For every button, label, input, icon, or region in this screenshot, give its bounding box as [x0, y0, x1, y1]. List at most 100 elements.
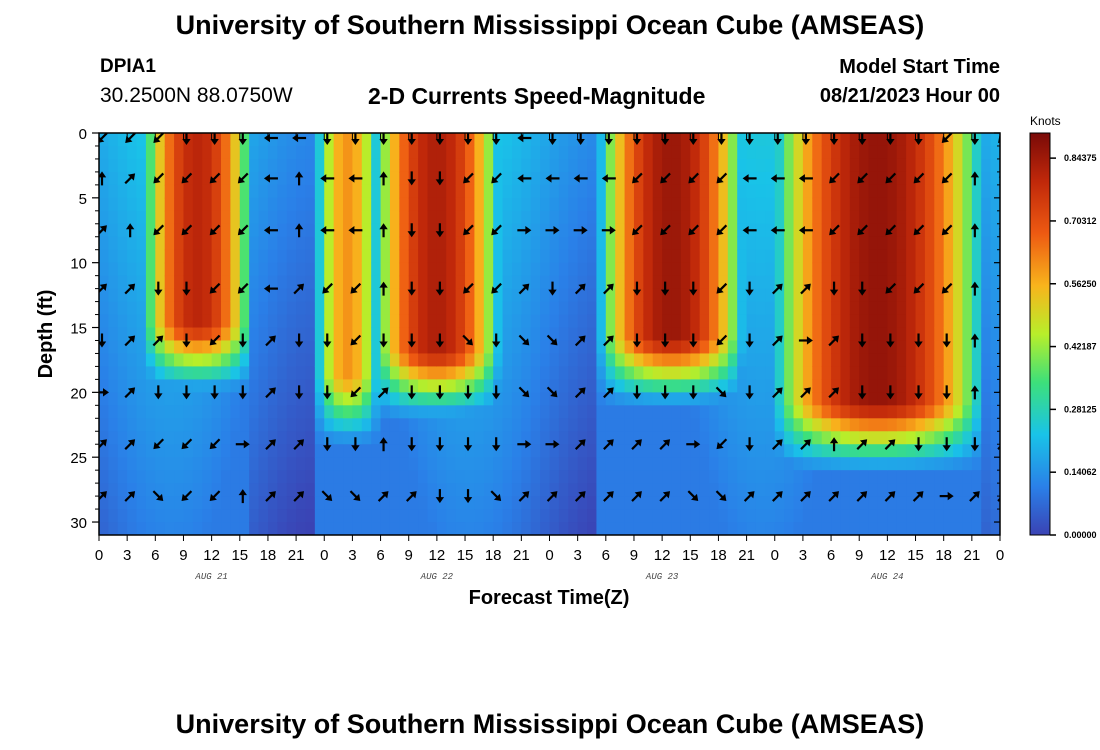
- heatmap-cell: [727, 483, 738, 497]
- heatmap-cell: [877, 262, 888, 277]
- heatmap-cell: [267, 314, 278, 329]
- heatmap-cell: [934, 470, 945, 484]
- vector-head: [353, 493, 361, 502]
- heatmap-cell: [605, 418, 616, 432]
- vector-head: [379, 139, 388, 145]
- heatmap-cell: [784, 236, 795, 251]
- vector-head: [435, 445, 445, 452]
- heatmap-cell: [333, 509, 344, 523]
- heatmap-cell: [577, 275, 588, 290]
- heatmap-cell: [324, 509, 335, 523]
- heatmap-cell: [521, 249, 532, 264]
- heatmap-cell: [840, 509, 851, 523]
- heatmap-cell: [465, 444, 476, 458]
- vector-head: [970, 281, 980, 288]
- heatmap-cell: [183, 405, 194, 419]
- heatmap-cell: [802, 236, 813, 251]
- heatmap-cell: [877, 236, 888, 251]
- vector-head: [182, 289, 191, 296]
- heatmap-cell: [624, 340, 635, 355]
- heatmap-cell: [906, 340, 917, 355]
- y-tick-label: 20: [70, 385, 87, 402]
- heatmap-cell: [915, 379, 926, 393]
- heatmap-cell: [671, 470, 682, 484]
- current-vector: [209, 490, 221, 502]
- heatmap-cell: [502, 340, 513, 355]
- heatmap-cell: [286, 223, 297, 238]
- heatmap-cell: [624, 249, 635, 264]
- vector-head: [156, 493, 164, 502]
- heatmap-cell: [680, 158, 691, 173]
- heatmap-cell: [784, 210, 795, 225]
- heatmap-cell: [314, 405, 325, 419]
- heatmap-cell: [202, 145, 213, 160]
- heatmap-cell: [361, 197, 372, 212]
- heatmap-cell: [680, 327, 691, 342]
- heatmap-cell: [849, 262, 860, 277]
- heatmap-cell: [305, 340, 316, 355]
- heatmap-cell: [117, 288, 128, 303]
- current-vector: [351, 437, 360, 452]
- heatmap-cell: [502, 275, 513, 290]
- heatmap-cell: [953, 301, 964, 316]
- heatmap-cell: [549, 522, 560, 535]
- heatmap-cell: [746, 522, 757, 535]
- heatmap-cell: [192, 509, 203, 523]
- heatmap-cell: [221, 483, 231, 497]
- heatmap-cell: [493, 327, 504, 342]
- heatmap-cell: [305, 133, 316, 147]
- heatmap-cell: [990, 158, 1000, 173]
- vector-head: [719, 493, 727, 502]
- heatmap-cell: [474, 133, 485, 147]
- heatmap-cell: [108, 223, 119, 238]
- vector-head: [716, 441, 724, 450]
- heatmap-cell: [230, 197, 241, 212]
- heatmap-cell: [718, 327, 729, 342]
- heatmap-cell: [568, 431, 579, 445]
- heatmap-cell: [343, 509, 354, 523]
- heatmap-cell: [446, 133, 457, 147]
- heatmap-cell: [230, 184, 241, 199]
- current-vector: [181, 438, 193, 450]
- heatmap-cell: [127, 457, 138, 471]
- heatmap-cell: [662, 340, 673, 355]
- heatmap-cell: [258, 444, 269, 458]
- current-vector: [463, 224, 474, 236]
- heatmap-cell: [727, 145, 738, 160]
- current-vector: [238, 333, 247, 348]
- heatmap-cell: [812, 288, 823, 303]
- heatmap-cell: [709, 392, 720, 406]
- heatmap-cell: [230, 288, 241, 303]
- heatmap-cell: [624, 314, 635, 329]
- heatmap-cell: [821, 379, 832, 393]
- heatmap-cell: [108, 275, 119, 290]
- heatmap-cell: [305, 275, 316, 290]
- heatmap-cell: [164, 145, 175, 160]
- heatmap-cell: [953, 405, 964, 419]
- vector-head: [156, 335, 164, 343]
- heatmap-cell: [427, 236, 438, 251]
- heatmap-cell: [662, 288, 673, 303]
- heatmap-cell: [474, 483, 485, 497]
- heatmap-cell: [868, 418, 879, 432]
- heatmap-cell: [361, 496, 372, 510]
- current-vector: [518, 283, 530, 295]
- heatmap-cell: [474, 405, 485, 419]
- heatmap-cell: [737, 444, 748, 458]
- heatmap-cell: [662, 262, 673, 277]
- heatmap-cell: [587, 496, 598, 510]
- heatmap-cell: [361, 405, 372, 419]
- heatmap-cell: [493, 366, 504, 380]
- heatmap-cell: [652, 353, 663, 368]
- heatmap-cell: [361, 184, 372, 199]
- current-vector: [463, 133, 473, 145]
- heatmap-cell: [371, 197, 382, 212]
- heatmap-cell: [192, 249, 203, 264]
- heatmap-cell: [962, 483, 973, 497]
- heatmap-cell: [671, 197, 682, 212]
- heatmap-cell: [718, 340, 729, 355]
- heatmap-cell: [802, 327, 813, 342]
- heatmap-cell: [183, 366, 194, 380]
- vector-head: [182, 139, 191, 145]
- heatmap-cell: [399, 366, 410, 380]
